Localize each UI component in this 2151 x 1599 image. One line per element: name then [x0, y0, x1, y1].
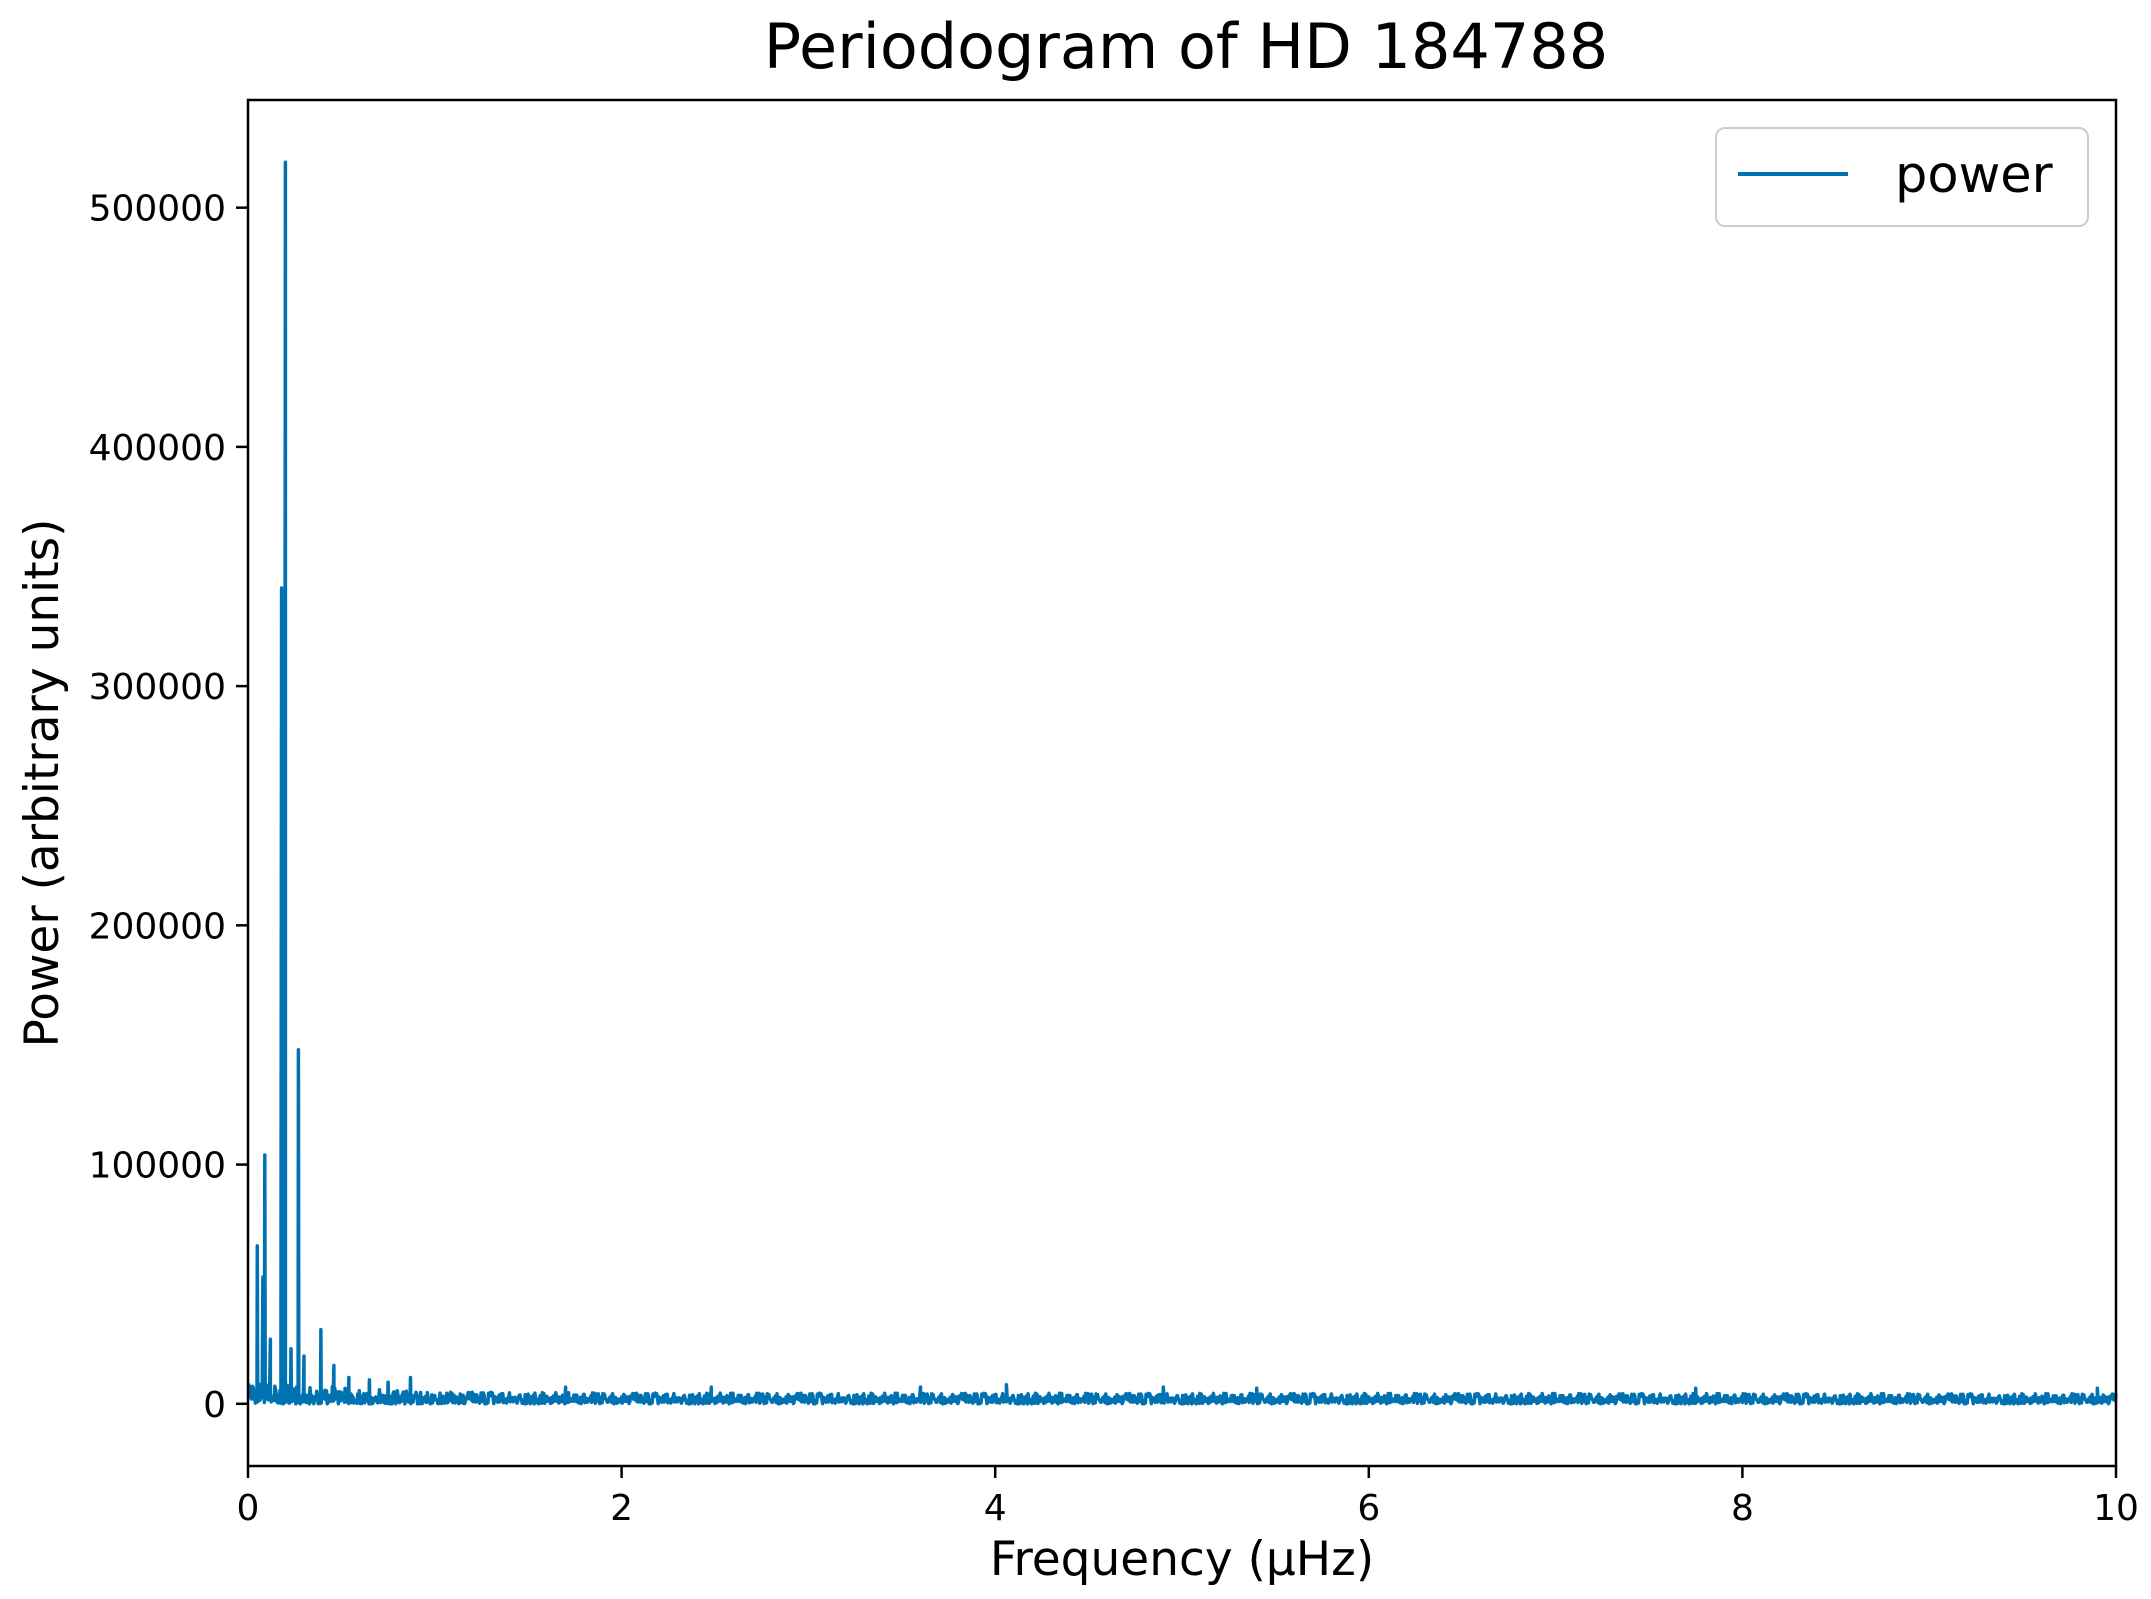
- y-axis-ticks: 0 100000 200000 300000 400000 500000: [89, 189, 248, 1426]
- y-tick-label: 500000: [89, 189, 226, 230]
- legend: power: [1715, 127, 2089, 227]
- x-tick-label: 10: [2093, 1488, 2139, 1529]
- series-power: [246, 160, 2118, 1406]
- y-tick-label: 100000: [89, 1146, 226, 1187]
- series-power-line: [246, 160, 2118, 1406]
- y-tick-label: 0: [203, 1385, 226, 1426]
- x-tick-label: 8: [1731, 1488, 1754, 1529]
- y-axis-label: Power (arbitrary units): [15, 519, 70, 1048]
- legend-label-power: power: [1895, 146, 2053, 205]
- x-axis-ticks: 0 2 4 6 8 10: [237, 1466, 2139, 1529]
- x-tick-label: 0: [237, 1488, 260, 1529]
- plot-frame: [246, 98, 2118, 1468]
- chart-title: Periodogram of HD 184788: [764, 10, 1608, 83]
- x-tick-label: 6: [1357, 1488, 1380, 1529]
- y-tick-label: 400000: [89, 428, 226, 469]
- y-tick-label: 200000: [89, 906, 226, 947]
- x-axis-label: Frequency (μHz): [990, 1532, 1374, 1587]
- y-tick-label: 300000: [89, 667, 226, 708]
- x-tick-label: 4: [984, 1488, 1007, 1529]
- legend-box: [1715, 127, 2089, 227]
- x-tick-label: 2: [610, 1488, 633, 1529]
